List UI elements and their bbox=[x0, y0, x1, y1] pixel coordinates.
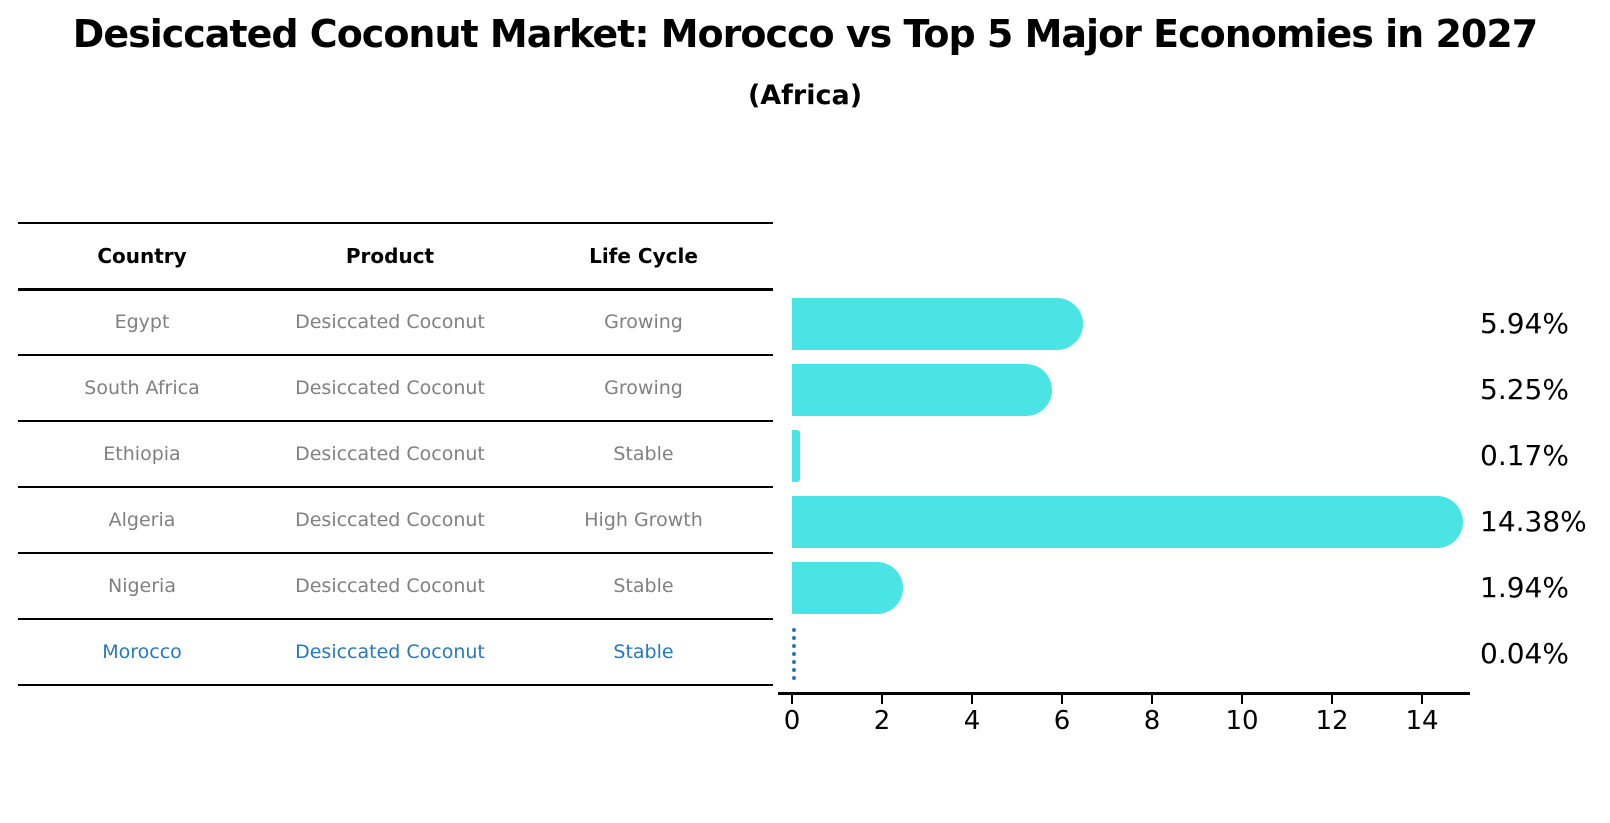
country-table: Country Product Life Cycle Egypt Desiccat… bbox=[18, 222, 773, 686]
cell-life-cycle: Stable bbox=[613, 641, 674, 663]
x-axis-line bbox=[778, 692, 1470, 695]
cell-product: Desiccated Coconut bbox=[295, 509, 485, 531]
x-axis-tick bbox=[1061, 695, 1063, 704]
cell-life-cycle: Stable bbox=[613, 443, 674, 465]
table-row: Morocco Desiccated Coconut Stable bbox=[18, 619, 773, 685]
x-axis-tick-label: 12 bbox=[1315, 706, 1349, 736]
x-axis-tick bbox=[1421, 695, 1423, 704]
value-label: 0.04% bbox=[1480, 637, 1569, 670]
cell-product: Desiccated Coconut bbox=[295, 575, 485, 597]
x-axis-tick bbox=[1331, 695, 1333, 704]
x-axis-tick-label: 14 bbox=[1405, 706, 1439, 736]
value-label: 5.25% bbox=[1480, 373, 1569, 406]
table-row: South Africa Desiccated Coconut Growing bbox=[18, 355, 773, 421]
bar-algeria bbox=[792, 496, 1463, 548]
cell-country: Egypt bbox=[114, 311, 170, 334]
chart-subtitle: (Africa) bbox=[747, 80, 863, 111]
header-country: Country bbox=[97, 243, 187, 268]
bar-egypt bbox=[792, 298, 1083, 350]
table-row: Ethiopia Desiccated Coconut Stable bbox=[18, 421, 773, 487]
x-axis-tick-label: 2 bbox=[873, 706, 891, 736]
value-label: 5.94% bbox=[1480, 307, 1569, 340]
cell-product: Desiccated Coconut bbox=[295, 641, 485, 663]
x-axis-tick-label: 6 bbox=[1053, 706, 1071, 736]
x-axis-tick-label: 0 bbox=[783, 706, 801, 736]
header-life-cycle: Life Cycle bbox=[589, 243, 698, 268]
cell-life-cycle: High Growth bbox=[584, 509, 703, 531]
table-row: Egypt Desiccated Coconut Growing bbox=[18, 289, 773, 355]
table-row: Nigeria Desiccated Coconut Stable bbox=[18, 553, 773, 619]
value-label: 14.38% bbox=[1480, 505, 1587, 538]
value-label: 0.17% bbox=[1480, 439, 1569, 472]
x-axis-tick bbox=[791, 695, 793, 704]
x-axis-tick-label: 10 bbox=[1225, 706, 1259, 736]
cell-life-cycle: Growing bbox=[604, 377, 683, 399]
value-label: 1.94% bbox=[1480, 571, 1569, 604]
table-row: Algeria Desiccated Coconut High Growth bbox=[18, 487, 773, 553]
cell-country: Nigeria bbox=[108, 575, 176, 597]
cell-product: Desiccated Coconut bbox=[295, 443, 485, 465]
cell-country: Morocco bbox=[102, 641, 182, 663]
bar-morocco bbox=[792, 628, 796, 680]
bar-south-africa bbox=[792, 364, 1052, 416]
bar-ethiopia bbox=[792, 430, 800, 482]
x-axis-tick bbox=[1241, 695, 1243, 704]
header-product: Product bbox=[345, 243, 435, 268]
table-body: Egypt Desiccated Coconut Growing South Afri… bbox=[18, 289, 773, 685]
x-axis-tick-label: 4 bbox=[963, 706, 981, 736]
bar-nigeria bbox=[792, 562, 903, 614]
x-axis-tick bbox=[971, 695, 973, 704]
cell-country: South Africa bbox=[84, 377, 200, 399]
cell-product: Desiccated Coconut bbox=[295, 311, 485, 334]
cell-life-cycle: Growing bbox=[604, 311, 683, 334]
x-axis-tick bbox=[881, 695, 883, 704]
cell-life-cycle: Stable bbox=[613, 575, 674, 597]
x-axis-tick-label: 8 bbox=[1143, 706, 1161, 736]
cell-country: Algeria bbox=[108, 509, 176, 531]
cell-product: Desiccated Coconut bbox=[295, 377, 485, 399]
x-axis-tick bbox=[1151, 695, 1153, 704]
cell-country: Ethiopia bbox=[103, 443, 181, 465]
table-header-row: Country Product Life Cycle bbox=[18, 223, 773, 289]
chart-title: Desiccated Coconut Market: Morocco vs To… bbox=[72, 12, 1538, 56]
